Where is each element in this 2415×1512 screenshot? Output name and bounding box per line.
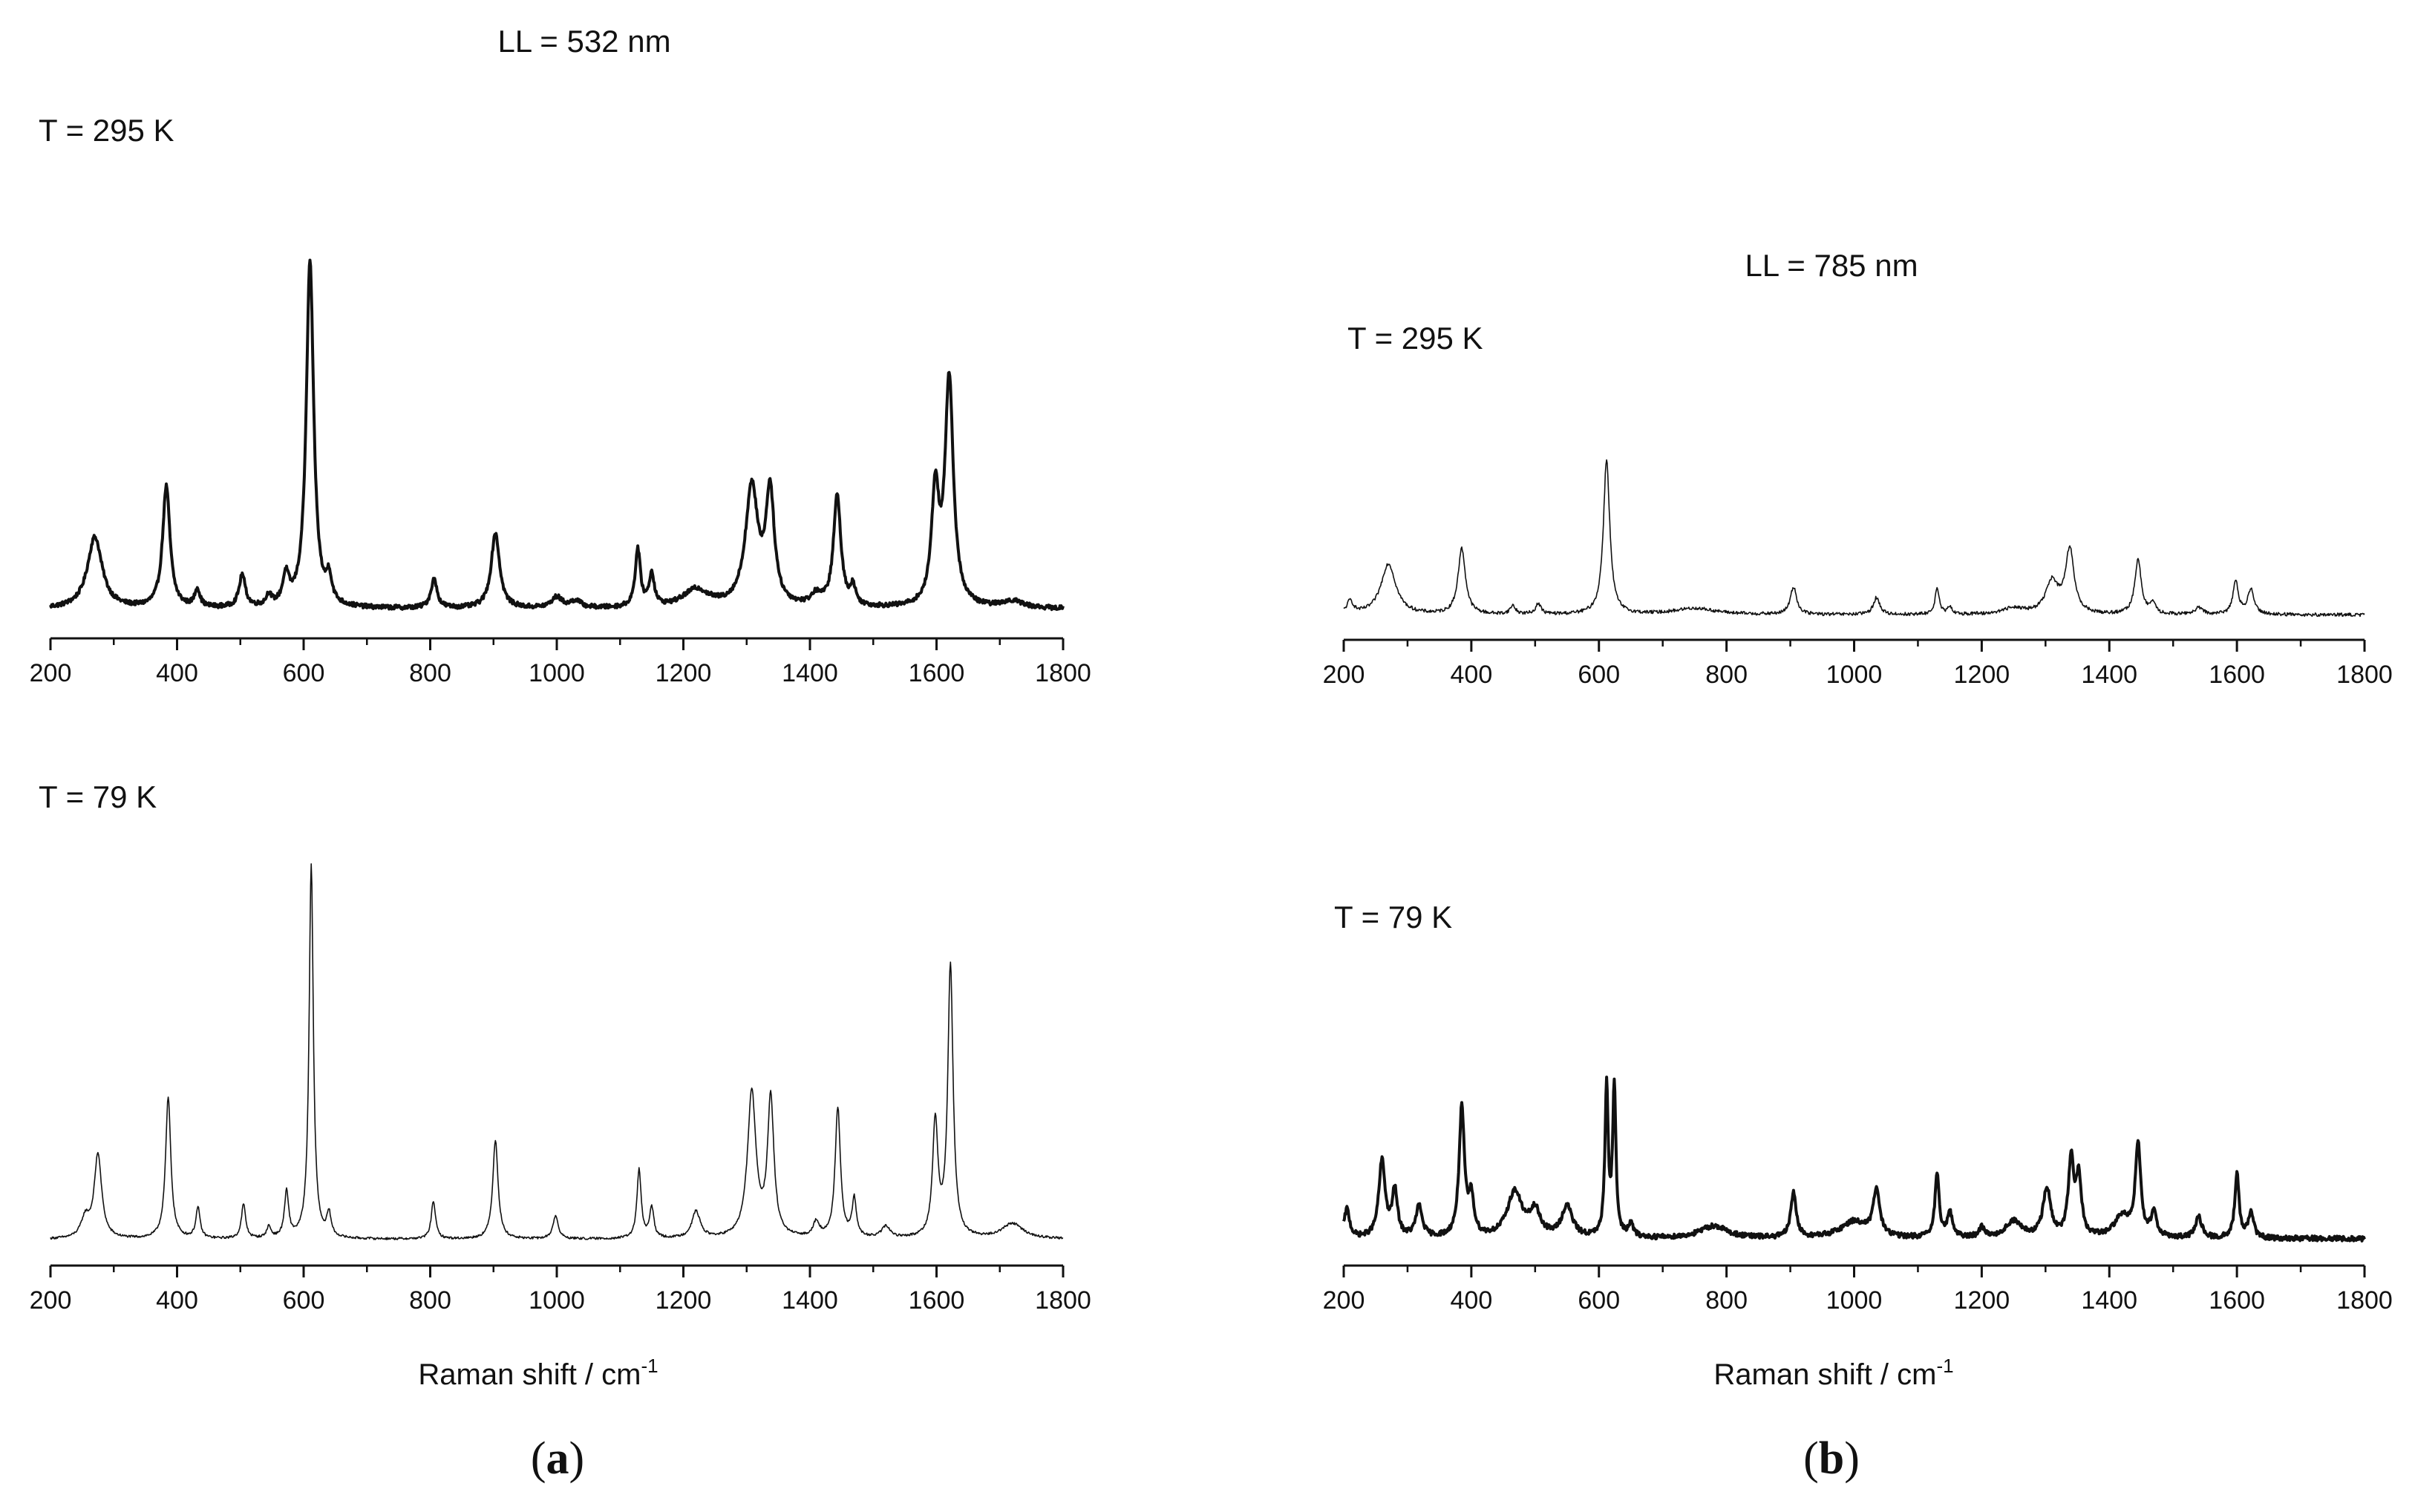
x-tick-label: 1200 — [656, 1286, 712, 1315]
spectrum-line — [50, 863, 1064, 1240]
temperature-label: T = 79 K — [1334, 900, 1452, 935]
x-tick-label: 800 — [409, 659, 451, 687]
x-tick-label: 800 — [409, 1286, 451, 1315]
x-tick-label: 1400 — [2081, 1286, 2137, 1315]
x-tick-label: 1400 — [2081, 661, 2137, 689]
x-tick-label: 200 — [1323, 661, 1365, 689]
panel-a-letter-close: ) — [569, 1433, 585, 1484]
x-tick-label: 200 — [30, 1286, 72, 1315]
x-tick-label: 1000 — [529, 1286, 585, 1315]
panel-b-title: LL = 785 nm — [1745, 248, 1918, 283]
chart-a-bottom: 200 400 600 800 1000 1200 1400 1600 1800 T = 79 K — [30, 779, 1091, 1315]
x-tick-label: 1200 — [1954, 1286, 2010, 1315]
temperature-label: T = 295 K — [1347, 321, 1483, 356]
x-tick-label: 1800 — [2336, 661, 2393, 689]
panel-b-letter: (b) — [1803, 1433, 1860, 1484]
panel-b-axis-title: Raman shift / cm-1 — [1713, 1355, 1953, 1391]
x-tick-label: 200 — [30, 659, 72, 687]
panel-b-letter-open: ( — [1803, 1433, 1819, 1484]
panel-b-letter-close: ) — [1844, 1433, 1860, 1484]
panel-a-axis-title-sup: -1 — [641, 1355, 658, 1377]
x-tick-label: 1600 — [909, 659, 965, 687]
chart-b-top: 200 400 600 800 1000 1200 1400 1600 1800 T = 295 … — [1323, 321, 2393, 689]
x-tick-label: 600 — [1578, 661, 1620, 689]
x-tick-label: 1200 — [1954, 661, 2010, 689]
chart-a-top: 200 400 600 800 1000 1200 1400 1600 1800 T = 295 … — [30, 113, 1091, 687]
spectrum-line — [1342, 1076, 2366, 1243]
x-tick-label: 1000 — [1826, 661, 1883, 689]
chart-b-bottom: 200 400 600 800 1000 1200 1400 1600 1800 T = 79 K — [1323, 900, 2393, 1315]
panel-a-axis-title: Raman shift / cm-1 — [418, 1355, 658, 1391]
x-tick-label: 800 — [1705, 1286, 1748, 1315]
x-tick-label: 1800 — [2336, 1286, 2393, 1315]
x-tick-label: 1400 — [782, 659, 838, 687]
x-tick-label: 1200 — [656, 659, 712, 687]
x-tick-label: 1000 — [1826, 1286, 1883, 1315]
panel-b-axis-title-sup: -1 — [1936, 1355, 1953, 1377]
x-tick-label: 1600 — [2209, 661, 2265, 689]
x-tick-label: 400 — [156, 1286, 198, 1315]
x-tick-label: 600 — [283, 1286, 325, 1315]
x-tick-label: 600 — [1578, 1286, 1620, 1315]
panel-b-letter-char: b — [1819, 1433, 1844, 1484]
panel-a-letter-char: a — [546, 1433, 569, 1484]
x-tick-label: 1400 — [782, 1286, 838, 1315]
x-tick-label: 200 — [1323, 1286, 1365, 1315]
panel-a-axis-title-main: Raman shift / cm — [418, 1358, 641, 1391]
x-tick-label: 400 — [156, 659, 198, 687]
spectrum-line — [49, 258, 1065, 612]
x-tick-label: 400 — [1451, 661, 1493, 689]
x-tick-label: 600 — [283, 659, 325, 687]
panel-b-axis-title-main: Raman shift / cm — [1713, 1358, 1936, 1391]
x-tick-label: 400 — [1451, 1286, 1493, 1315]
x-tick-label: 1800 — [1035, 1286, 1091, 1315]
panel-a-letter-open: ( — [531, 1433, 546, 1484]
temperature-label: T = 295 K — [39, 113, 174, 148]
x-tick-label: 1600 — [909, 1286, 965, 1315]
temperature-label: T = 79 K — [39, 779, 157, 814]
x-tick-label: 800 — [1705, 661, 1748, 689]
panel-a-title: LL = 532 nm — [497, 24, 670, 59]
x-tick-label: 1800 — [1035, 659, 1091, 687]
x-tick-label: 1600 — [2209, 1286, 2265, 1315]
panel-a-letter: (a) — [531, 1433, 584, 1484]
x-tick-label: 1000 — [529, 659, 585, 687]
spectrum-line — [1343, 459, 2365, 618]
